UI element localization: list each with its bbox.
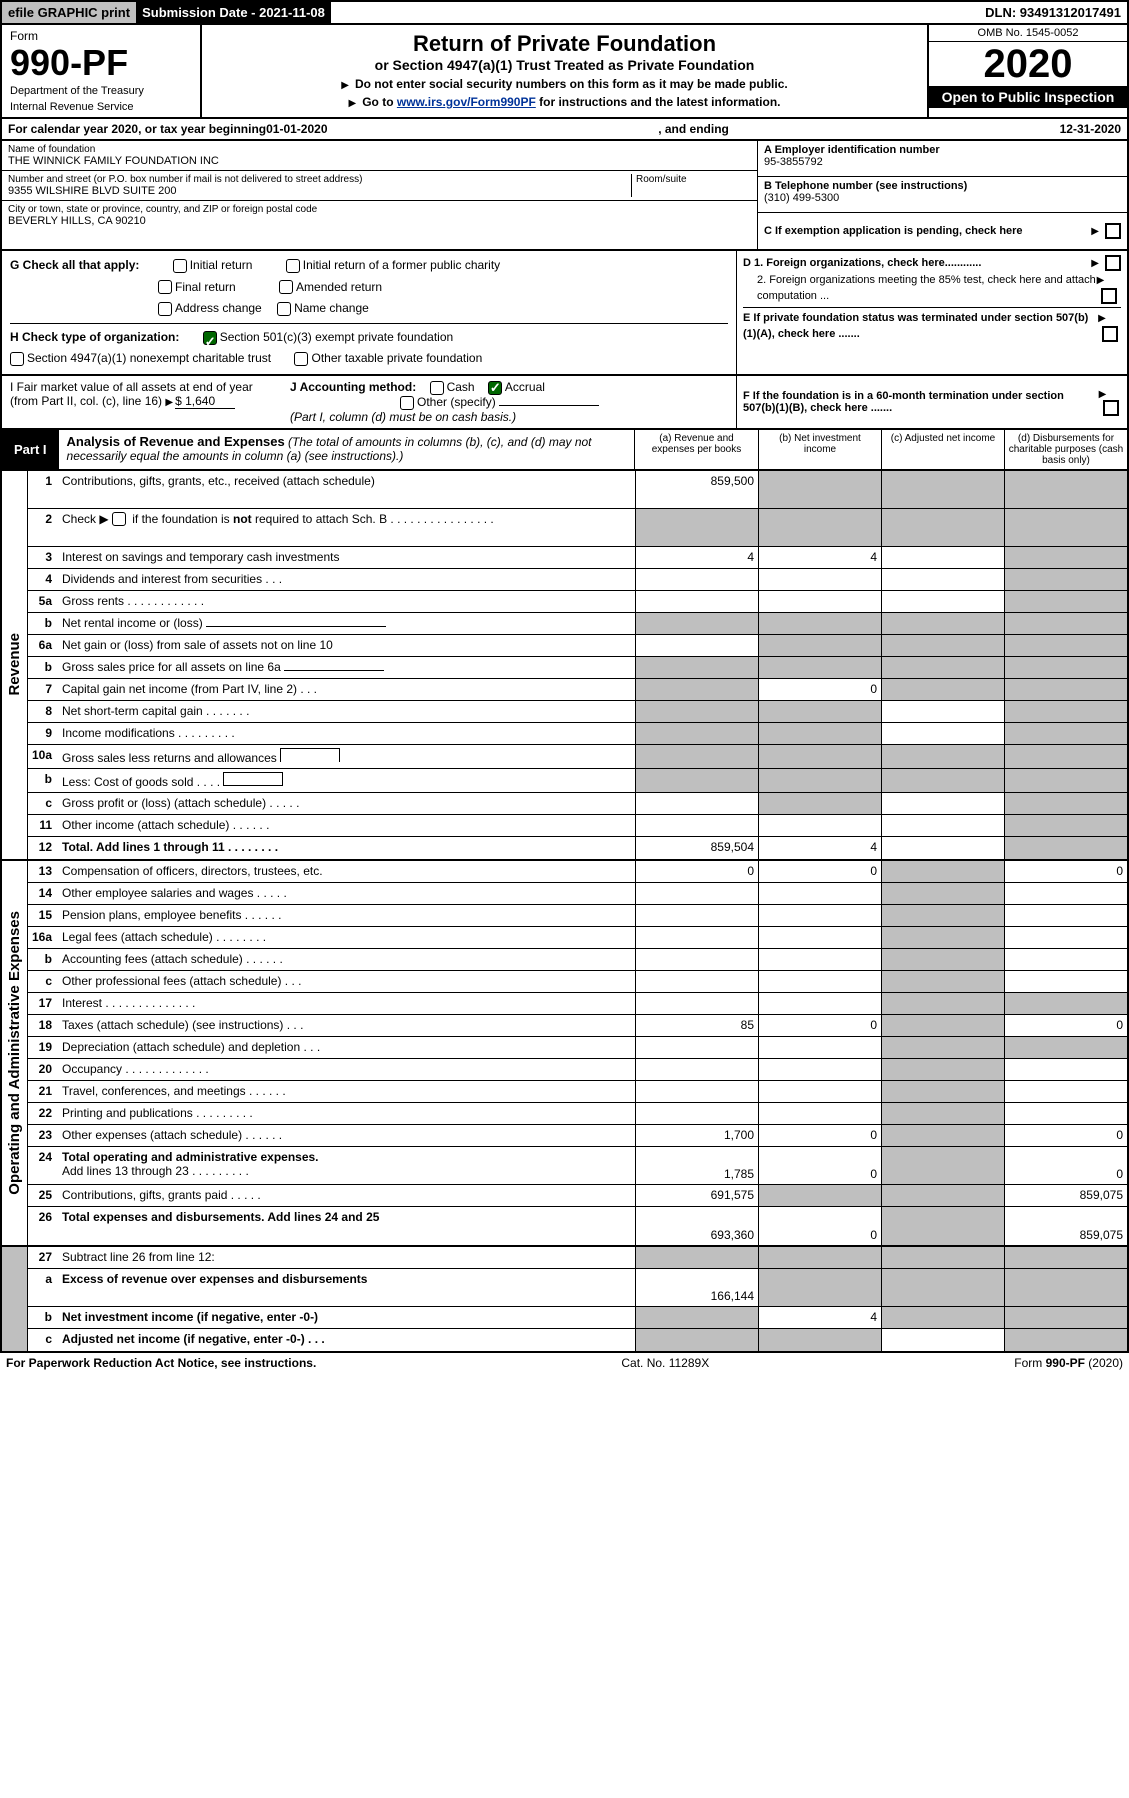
check-section-g-h: G Check all that apply: Initial return I… bbox=[0, 251, 1129, 376]
checkbox-cash[interactable] bbox=[430, 381, 444, 395]
ein-row: A Employer identification number 95-3855… bbox=[758, 141, 1127, 177]
checkbox-4947[interactable] bbox=[10, 352, 24, 366]
efile-label: efile GRAPHIC print bbox=[2, 2, 136, 23]
header-mid: Return of Private Foundation or Section … bbox=[202, 25, 927, 117]
info-grid: Name of foundation THE WINNICK FAMILY FO… bbox=[0, 141, 1129, 251]
part-1-header: Part I Analysis of Revenue and Expenses … bbox=[0, 430, 1129, 471]
dln: DLN: 93491312017491 bbox=[979, 2, 1127, 23]
i-j-row: I Fair market value of all assets at end… bbox=[0, 376, 1129, 430]
checkbox-501c3[interactable] bbox=[203, 331, 217, 345]
form-label: Form bbox=[10, 29, 192, 43]
calendar-year-row: For calendar year 2020, or tax year begi… bbox=[0, 119, 1129, 141]
part-badge: Part I bbox=[2, 430, 59, 469]
tax-year: 2020 bbox=[929, 42, 1127, 86]
header-right: OMB No. 1545-0052 2020 Open to Public In… bbox=[927, 25, 1127, 117]
checkbox-initial-former[interactable] bbox=[286, 259, 300, 273]
footer-right: Form 990-PF (2020) bbox=[1014, 1356, 1123, 1370]
footer-mid: Cat. No. 11289X bbox=[621, 1356, 709, 1370]
checkbox-address[interactable] bbox=[158, 302, 172, 316]
col-d-header: (d) Disbursements for charitable purpose… bbox=[1004, 430, 1127, 469]
expenses-sidelabel: Operating and Administrative Expenses bbox=[6, 911, 23, 1195]
top-bar: efile GRAPHIC print Submission Date - 20… bbox=[0, 0, 1129, 25]
header-left: Form 990-PF Department of the Treasury I… bbox=[2, 25, 202, 117]
checkbox-initial[interactable] bbox=[173, 259, 187, 273]
submission-date: Submission Date - 2021-11-08 bbox=[136, 2, 331, 23]
col-b-header: (b) Net investment income bbox=[758, 430, 881, 469]
checkbox-schb[interactable] bbox=[112, 512, 126, 526]
revenue-table: Revenue 1Contributions, gifts, grants, e… bbox=[0, 471, 1129, 861]
expenses-table: Operating and Administrative Expenses 13… bbox=[0, 861, 1129, 1247]
page-footer: For Paperwork Reduction Act Notice, see … bbox=[0, 1353, 1129, 1373]
checkbox-amended[interactable] bbox=[279, 280, 293, 294]
exemption-row: C If exemption application is pending, c… bbox=[758, 213, 1127, 249]
checkbox-d1[interactable] bbox=[1105, 255, 1121, 271]
checkbox-other-method[interactable] bbox=[400, 396, 414, 410]
address-row: Number and street (or P.O. box number if… bbox=[2, 171, 757, 201]
checkbox-d2[interactable] bbox=[1101, 288, 1117, 304]
footer-left: For Paperwork Reduction Act Notice, see … bbox=[6, 1356, 316, 1370]
h-label: H Check type of organization: bbox=[10, 330, 179, 344]
checkbox-final[interactable] bbox=[158, 280, 172, 294]
checkbox-c[interactable] bbox=[1105, 223, 1121, 239]
dept-treasury: Department of the Treasury bbox=[10, 85, 192, 97]
col-a-header: (a) Revenue and expenses per books bbox=[635, 430, 758, 469]
form-title: Return of Private Foundation bbox=[208, 31, 921, 57]
line27-table: 27Subtract line 26 from line 12: aExcess… bbox=[0, 1247, 1129, 1353]
form-number: 990-PF bbox=[10, 45, 192, 81]
col-c-header: (c) Adjusted net income bbox=[881, 430, 1004, 469]
omb-number: OMB No. 1545-0052 bbox=[929, 25, 1127, 42]
part-title: Analysis of Revenue and Expenses (The to… bbox=[59, 430, 634, 469]
note-1: Do not enter social security numbers on … bbox=[208, 77, 921, 91]
city-row: City or town, state or province, country… bbox=[2, 201, 757, 230]
note-2: Go to www.irs.gov/Form990PF for instruct… bbox=[208, 95, 921, 109]
checkbox-e[interactable] bbox=[1102, 326, 1118, 342]
form-link[interactable]: www.irs.gov/Form990PF bbox=[397, 95, 536, 109]
checkbox-name[interactable] bbox=[277, 302, 291, 316]
form-subtitle: or Section 4947(a)(1) Trust Treated as P… bbox=[208, 57, 921, 73]
checkbox-f[interactable] bbox=[1103, 400, 1119, 416]
irs-label: Internal Revenue Service bbox=[10, 101, 192, 113]
g-label: G Check all that apply: bbox=[10, 258, 139, 272]
checkbox-accrual[interactable] bbox=[488, 381, 502, 395]
checkbox-other-tax[interactable] bbox=[294, 352, 308, 366]
form-header: Form 990-PF Department of the Treasury I… bbox=[0, 25, 1129, 119]
foundation-name-row: Name of foundation THE WINNICK FAMILY FO… bbox=[2, 141, 757, 171]
revenue-sidelabel: Revenue bbox=[6, 633, 23, 696]
open-inspection: Open to Public Inspection bbox=[929, 86, 1127, 108]
phone-row: B Telephone number (see instructions) (3… bbox=[758, 177, 1127, 213]
